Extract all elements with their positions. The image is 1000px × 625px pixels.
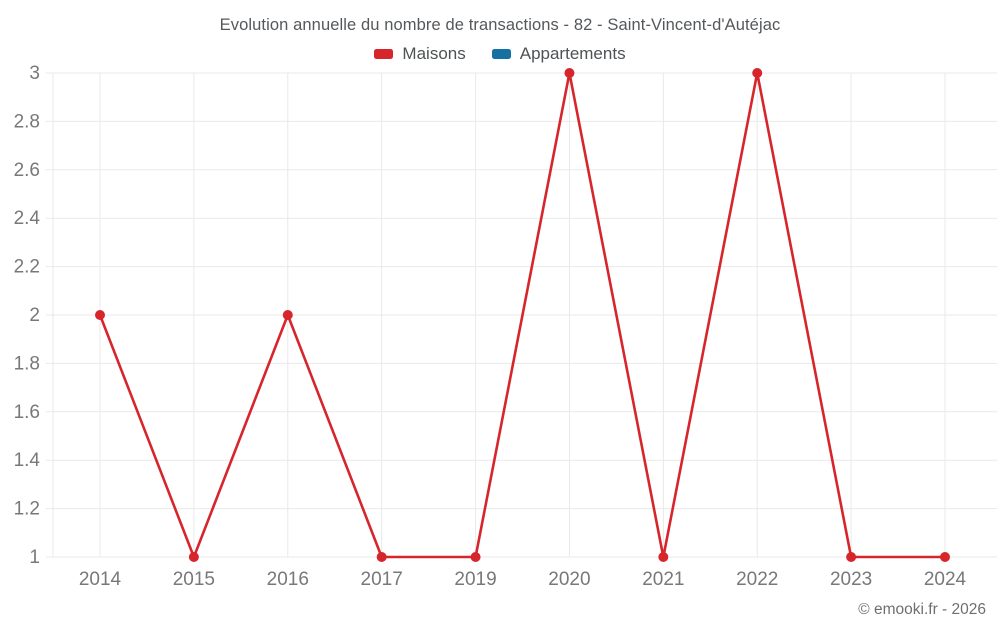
copyright-text: © emooki.fr - 2026 <box>858 601 986 618</box>
data-point-maisons-2017[interactable] <box>376 552 387 562</box>
data-point-maisons-2016[interactable] <box>282 310 293 320</box>
x-tick-label: 2024 <box>924 569 967 590</box>
x-tick-label: 2021 <box>642 569 684 590</box>
data-point-maisons-2021[interactable] <box>658 552 669 562</box>
data-point-maisons-2023[interactable] <box>846 552 857 562</box>
legend-label-maisons: Maisons <box>402 44 466 63</box>
y-tick-label: 2.6 <box>14 160 40 181</box>
data-point-maisons-2019[interactable] <box>470 552 481 562</box>
y-tick-label: 3 <box>29 63 40 84</box>
data-point-maisons-2014[interactable] <box>95 310 105 320</box>
chart-title: Evolution annuelle du nombre de transact… <box>219 16 781 34</box>
data-point-maisons-2020[interactable] <box>564 68 575 78</box>
y-tick-label: 1.8 <box>14 353 40 374</box>
legend-item-maisons[interactable]: Maisons <box>374 44 466 64</box>
y-tick-label: 1 <box>29 547 40 568</box>
appartements-swatch-icon <box>491 49 511 59</box>
x-tick-label: 2023 <box>830 569 872 590</box>
y-tick-label: 1.4 <box>14 450 41 471</box>
y-tick-label: 2 <box>29 305 40 326</box>
x-tick-label: 2015 <box>173 569 215 590</box>
x-tick-label: 2019 <box>454 569 496 590</box>
data-point-maisons-2015[interactable] <box>188 552 199 562</box>
y-tick-label: 2.2 <box>14 257 40 278</box>
series-line-maisons <box>98 71 947 559</box>
x-tick-label: 2014 <box>79 569 122 590</box>
legend-label-appartements: Appartements <box>519 44 626 63</box>
y-tick-label: 2.8 <box>14 111 40 132</box>
x-tick-label: 2017 <box>361 569 403 590</box>
x-tick-label: 2020 <box>548 569 590 590</box>
x-tick-label: 2016 <box>267 569 309 590</box>
data-point-maisons-2024[interactable] <box>940 552 950 562</box>
legend-item-appartements[interactable]: Appartements <box>491 44 626 64</box>
chart-legend: Maisons Appartements <box>0 44 1000 64</box>
y-tick-label: 1.2 <box>14 499 40 520</box>
x-tick-label: 2022 <box>736 569 778 590</box>
y-tick-label: 1.6 <box>14 402 40 423</box>
maisons-swatch-icon <box>374 49 394 59</box>
data-point-maisons-2022[interactable] <box>752 68 763 78</box>
y-tick-label: 2.4 <box>14 208 41 229</box>
